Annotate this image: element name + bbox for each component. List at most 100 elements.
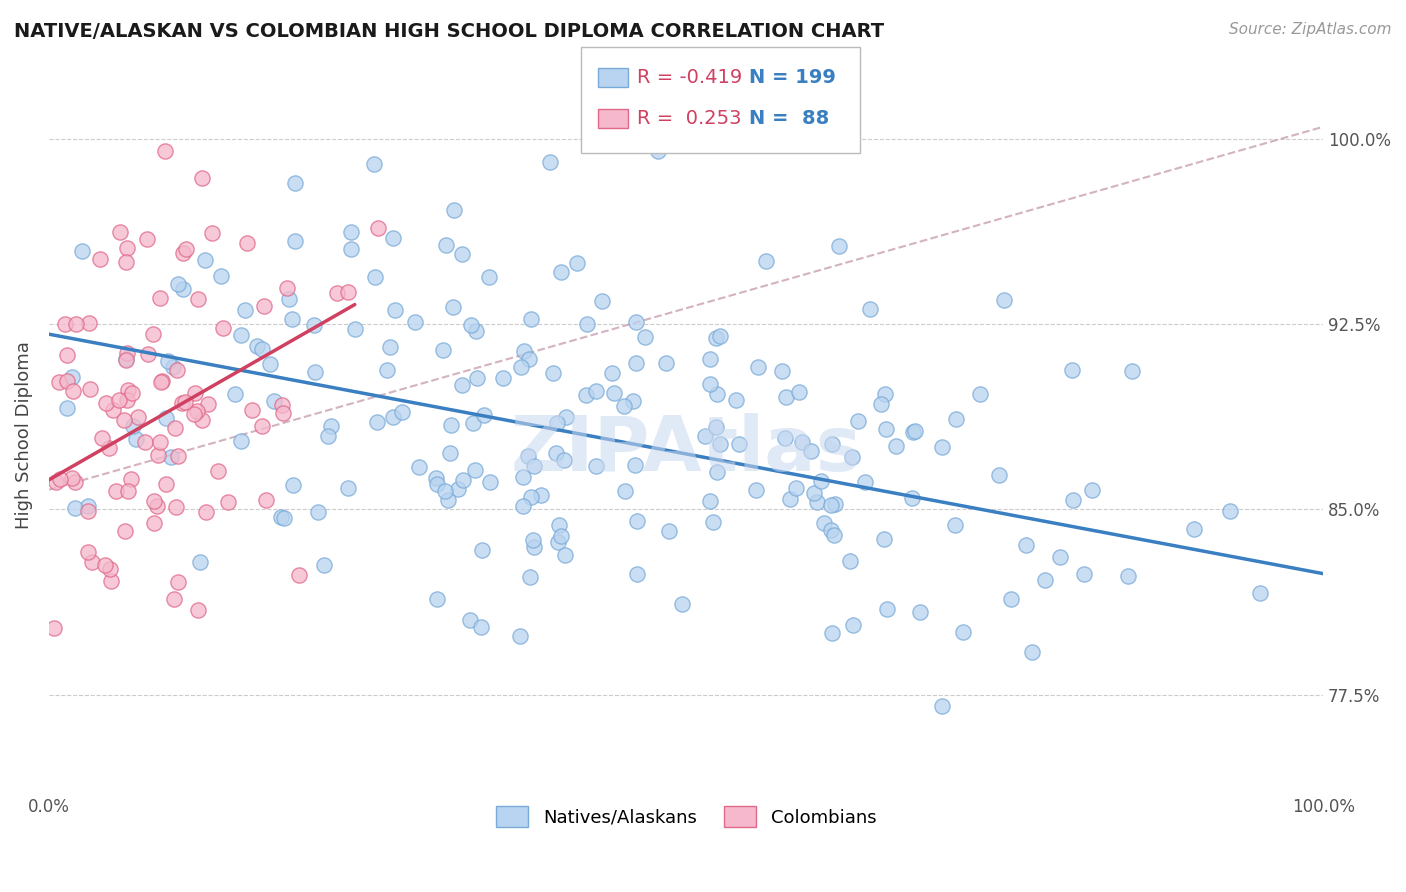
Point bbox=[790, 435, 813, 450]
Point bbox=[461, 416, 484, 430]
Point bbox=[56, 401, 79, 415]
Point bbox=[80, 556, 103, 570]
Point bbox=[841, 450, 863, 464]
Point bbox=[800, 443, 823, 458]
Point bbox=[810, 474, 832, 488]
Point bbox=[813, 516, 835, 530]
Point bbox=[544, 446, 567, 460]
Point bbox=[828, 239, 851, 253]
Point bbox=[186, 403, 208, 417]
Point bbox=[876, 602, 898, 616]
Point bbox=[1062, 492, 1084, 507]
Point bbox=[848, 414, 870, 428]
Point bbox=[45, 475, 67, 489]
Point bbox=[98, 562, 121, 576]
Point bbox=[988, 467, 1011, 482]
Point bbox=[908, 606, 931, 620]
Point bbox=[626, 514, 648, 528]
Point bbox=[163, 421, 186, 435]
Point bbox=[367, 220, 389, 235]
Point bbox=[425, 471, 447, 485]
Point bbox=[212, 320, 235, 334]
Point bbox=[236, 236, 259, 251]
Point bbox=[375, 362, 398, 376]
Point bbox=[1000, 591, 1022, 606]
Point bbox=[167, 574, 190, 589]
Point bbox=[339, 225, 361, 239]
Point bbox=[77, 545, 100, 559]
Point bbox=[120, 472, 142, 486]
Point bbox=[460, 318, 482, 333]
Point bbox=[184, 386, 207, 401]
Point bbox=[1021, 645, 1043, 659]
Point bbox=[382, 230, 405, 244]
Point bbox=[187, 603, 209, 617]
Point bbox=[363, 270, 385, 285]
Point bbox=[621, 394, 644, 409]
Point bbox=[838, 554, 860, 568]
Point bbox=[624, 356, 647, 370]
Point bbox=[380, 340, 402, 354]
Point bbox=[575, 318, 598, 332]
Point bbox=[135, 231, 157, 245]
Point bbox=[904, 424, 927, 438]
Point bbox=[195, 505, 218, 519]
Point bbox=[603, 386, 626, 401]
Point bbox=[613, 399, 636, 413]
Point bbox=[163, 592, 186, 607]
Point bbox=[254, 492, 277, 507]
Point bbox=[434, 238, 457, 252]
Point bbox=[820, 498, 842, 512]
Point bbox=[240, 402, 263, 417]
Point bbox=[343, 322, 366, 336]
Point bbox=[823, 528, 845, 542]
Point bbox=[53, 318, 76, 332]
Point bbox=[65, 318, 87, 332]
Point bbox=[517, 352, 540, 367]
Point bbox=[115, 392, 138, 407]
Point bbox=[150, 374, 173, 388]
Point bbox=[779, 491, 801, 506]
Point bbox=[207, 464, 229, 478]
Point bbox=[79, 383, 101, 397]
Point bbox=[217, 494, 239, 508]
Point bbox=[647, 144, 669, 158]
Point bbox=[56, 347, 79, 361]
Point bbox=[142, 494, 165, 508]
Point bbox=[728, 437, 751, 451]
Point bbox=[363, 157, 385, 171]
Point bbox=[547, 534, 569, 549]
Point bbox=[183, 407, 205, 421]
Point bbox=[143, 516, 166, 530]
Point bbox=[162, 360, 184, 375]
Point bbox=[209, 268, 232, 283]
Point bbox=[307, 505, 329, 519]
Text: NATIVE/ALASKAN VS COLOMBIAN HIGH SCHOOL DIPLOMA CORRELATION CHART: NATIVE/ALASKAN VS COLOMBIAN HIGH SCHOOL … bbox=[14, 22, 884, 41]
Point bbox=[121, 385, 143, 400]
Point bbox=[70, 244, 93, 259]
Point bbox=[172, 245, 194, 260]
Point bbox=[110, 225, 132, 239]
Point bbox=[820, 523, 842, 537]
Point bbox=[149, 291, 172, 305]
Point bbox=[508, 629, 530, 643]
Point bbox=[451, 247, 474, 261]
Point bbox=[671, 598, 693, 612]
Point bbox=[153, 144, 176, 158]
Point bbox=[336, 481, 359, 495]
Point bbox=[821, 437, 844, 451]
Point bbox=[146, 448, 169, 462]
Point bbox=[519, 312, 541, 326]
Point bbox=[479, 475, 502, 489]
Point bbox=[634, 330, 657, 344]
Point bbox=[447, 483, 470, 497]
Point bbox=[263, 394, 285, 409]
Point bbox=[100, 574, 122, 588]
Point bbox=[1073, 566, 1095, 581]
Point bbox=[302, 318, 325, 332]
Point bbox=[538, 154, 561, 169]
Point bbox=[115, 346, 138, 360]
Point bbox=[193, 252, 215, 267]
Point bbox=[117, 484, 139, 499]
Point bbox=[284, 235, 307, 249]
